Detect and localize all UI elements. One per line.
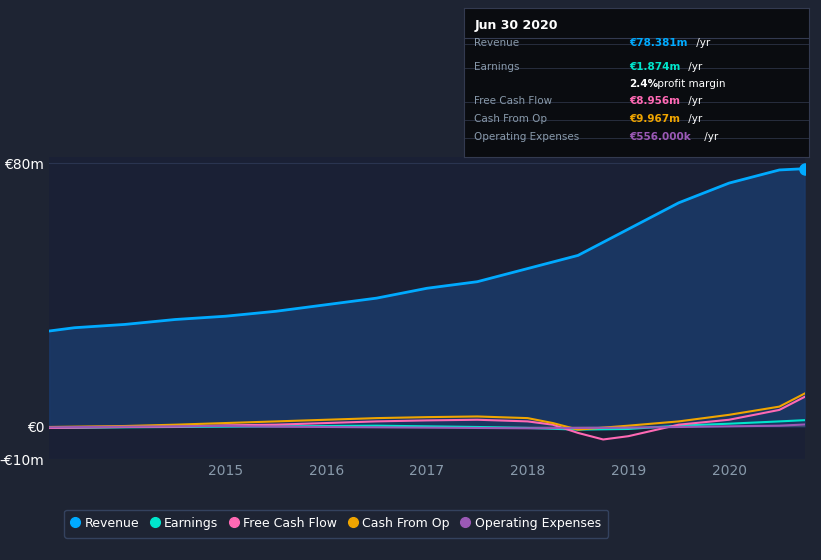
Text: Earnings: Earnings (475, 62, 520, 72)
Text: €78.381m: €78.381m (630, 39, 688, 49)
Text: Cash From Op: Cash From Op (475, 114, 548, 124)
Text: /yr: /yr (685, 114, 702, 124)
Text: Jun 30 2020: Jun 30 2020 (475, 19, 557, 32)
Text: €1.874m: €1.874m (630, 62, 681, 72)
Text: profit margin: profit margin (654, 78, 725, 88)
Text: /yr: /yr (685, 96, 702, 106)
Text: Operating Expenses: Operating Expenses (475, 132, 580, 142)
Text: €9.967m: €9.967m (630, 114, 681, 124)
Text: €556.000k: €556.000k (630, 132, 691, 142)
Text: /yr: /yr (685, 62, 702, 72)
Text: €8.956m: €8.956m (630, 96, 681, 106)
Text: /yr: /yr (701, 132, 718, 142)
Text: 2.4%: 2.4% (630, 78, 658, 88)
Text: Revenue: Revenue (475, 39, 520, 49)
Text: Free Cash Flow: Free Cash Flow (475, 96, 553, 106)
Legend: Revenue, Earnings, Free Cash Flow, Cash From Op, Operating Expenses: Revenue, Earnings, Free Cash Flow, Cash … (64, 510, 608, 538)
Text: /yr: /yr (693, 39, 710, 49)
